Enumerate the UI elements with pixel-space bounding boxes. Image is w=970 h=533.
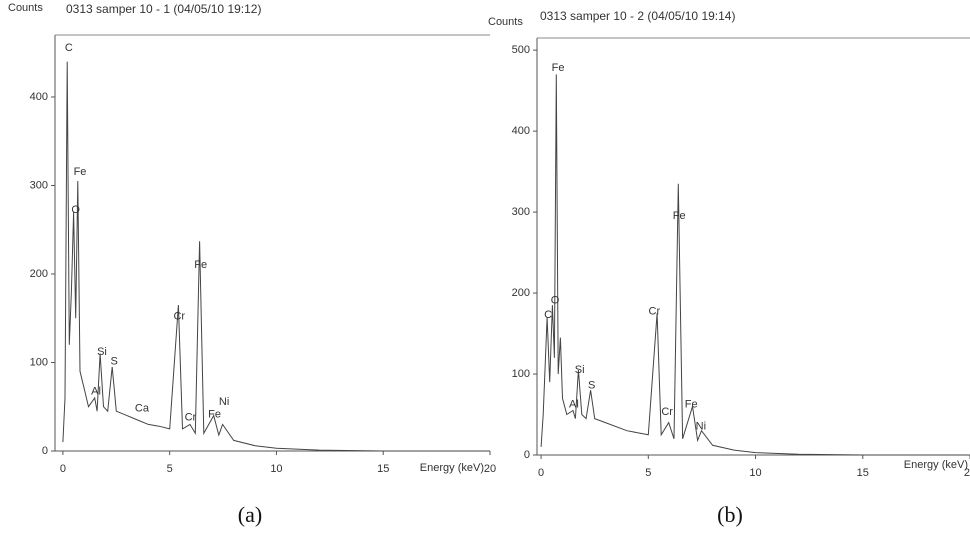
peak-label: Fe (208, 409, 221, 421)
spectrum-line (541, 74, 970, 455)
peak-label: Si (97, 346, 107, 358)
y-tick-label: 100 (30, 356, 48, 368)
peak-label: Si (575, 364, 585, 376)
peak-label: O (551, 294, 560, 306)
x-tick-label: 0 (60, 463, 66, 475)
x-tick-label: 15 (857, 467, 869, 479)
y-tick-label: 0 (42, 445, 48, 457)
peak-label: S (588, 379, 595, 391)
peak-label: C (544, 309, 552, 321)
y-tick-label: 200 (30, 268, 48, 280)
chart-title: 0313 samper 10 - 2 (04/05/10 19:14) (540, 9, 735, 23)
peak-label: Fe (552, 62, 565, 74)
y-tick-label: 300 (512, 206, 530, 218)
x-axis-label: Energy (keV) (904, 459, 968, 471)
x-tick-label: 20 (484, 463, 496, 475)
peak-label: Ca (135, 402, 150, 414)
peak-label: Fe (194, 259, 207, 271)
peak-label: C (65, 42, 73, 54)
peak-label: Cr (649, 306, 661, 318)
peak-label: Ni (219, 396, 229, 408)
y-tick-label: 300 (30, 179, 48, 191)
x-tick-label: 10 (749, 467, 761, 479)
figure: 010020030040005101520CFeOSiSAlCaCrCrFeFe… (0, 0, 970, 533)
y-tick-label: 500 (512, 44, 530, 56)
peak-label: Al (569, 399, 579, 411)
peak-label: O (71, 204, 80, 216)
peak-label: S (110, 356, 117, 368)
y-tick-label: 100 (512, 368, 530, 380)
x-axis-label: Energy (keV) (420, 462, 484, 474)
y-tick-label: 400 (512, 125, 530, 137)
spectrum-line (63, 62, 490, 451)
x-tick-label: 5 (645, 467, 651, 479)
y-axis-label: Counts (488, 16, 523, 28)
peak-label: Ni (696, 421, 706, 433)
y-tick-label: 200 (512, 287, 530, 299)
peak-label: Fe (685, 399, 698, 411)
peak-label: Cr (185, 411, 197, 423)
peak-label: Fe (673, 210, 686, 222)
caption: (a) (238, 502, 262, 527)
caption: (b) (717, 502, 743, 527)
peak-label: Al (91, 386, 101, 398)
peak-label: Cr (661, 406, 673, 418)
peak-label: Cr (173, 310, 185, 322)
x-tick-label: 10 (270, 463, 282, 475)
y-tick-label: 400 (30, 91, 48, 103)
y-axis-label: Counts (8, 2, 43, 14)
x-tick-label: 5 (167, 463, 173, 475)
y-tick-label: 0 (524, 449, 530, 461)
chart-title: 0313 samper 10 - 1 (04/05/10 19:12) (66, 2, 261, 16)
x-tick-label: 15 (377, 463, 389, 475)
peak-label: Fe (74, 166, 87, 178)
x-tick-label: 0 (538, 467, 544, 479)
